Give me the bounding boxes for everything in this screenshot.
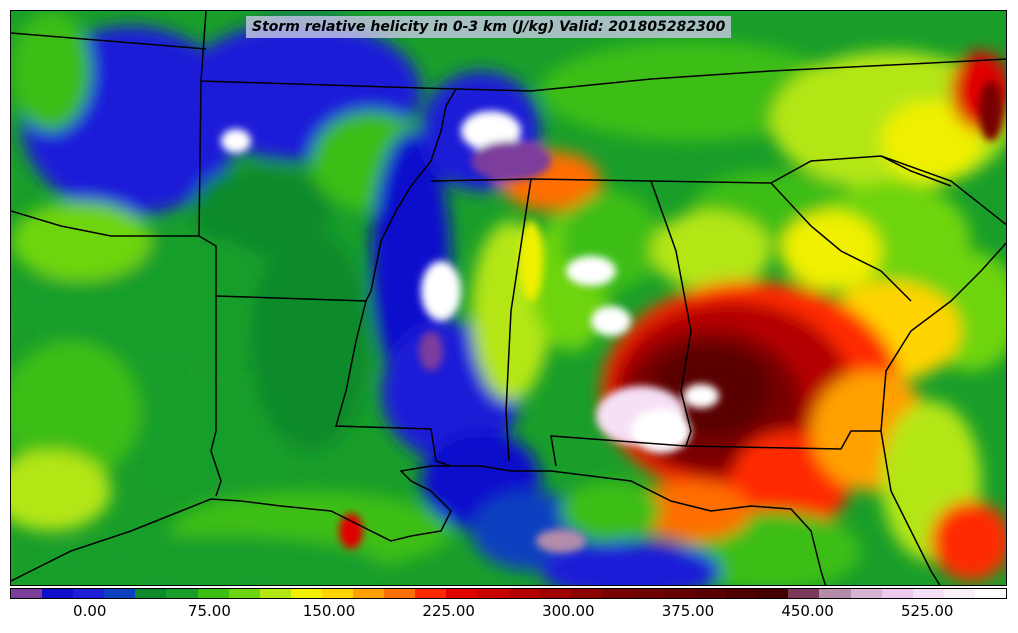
colorbar-swatch xyxy=(632,589,664,598)
colorbar-tick-label: 225.00 xyxy=(422,602,475,620)
colorbar-tick-label: 0.00 xyxy=(73,602,107,620)
map-panel xyxy=(10,10,1007,586)
colorbar-swatch xyxy=(446,589,478,598)
colorbar-tick-label: 150.00 xyxy=(302,602,356,620)
colorbar-swatch xyxy=(135,589,167,598)
colorbar-swatch xyxy=(228,589,260,598)
colorbar-swatch xyxy=(384,589,416,598)
colorbar-tick-label: 375.00 xyxy=(661,602,715,620)
boundaries xyxy=(11,11,1006,585)
colorbar-swatch xyxy=(601,589,633,598)
colorbar-swatch xyxy=(881,589,913,598)
colorbar-swatch xyxy=(477,589,509,598)
colorbar-tick-labels: 0.00 75.00 150.00 225.00 300.00 375.00 450.00 5… xyxy=(10,602,1007,624)
colorbar-swatch xyxy=(695,589,727,598)
colorbar-swatch xyxy=(415,589,447,598)
colorbar-swatch xyxy=(259,589,291,598)
colorbar-tick-label: 450.00 xyxy=(781,602,834,620)
colorbar-swatch xyxy=(757,589,789,598)
colorbar-swatch xyxy=(974,589,1006,598)
helicity-map xyxy=(11,11,1006,585)
colorbar-swatch xyxy=(11,589,43,598)
colorbar-swatch xyxy=(850,589,882,598)
colorbar-swatch xyxy=(104,589,136,598)
colorbar-swatch xyxy=(353,589,385,598)
colorbar-swatch xyxy=(166,589,198,598)
colorbar-swatch xyxy=(321,589,354,598)
colorbar-swatch xyxy=(788,589,820,598)
map-title: Storm relative helicity in 0-3 km (J/kg)… xyxy=(246,16,732,38)
colorbar-swatch xyxy=(819,589,851,598)
helicity-field xyxy=(11,11,1006,585)
colorbar-tick-label: 75.00 xyxy=(187,602,231,620)
colorbar-swatch xyxy=(42,589,74,598)
colorbar-swatch xyxy=(290,589,322,598)
colorbar-swatch xyxy=(570,589,602,598)
colorbar-swatch xyxy=(73,589,105,598)
colorbar-swatch xyxy=(663,589,696,598)
colorbar-tick-label: 525.00 xyxy=(900,602,954,620)
helicity-field-detail xyxy=(221,81,1003,553)
colorbar-swatch xyxy=(943,589,975,598)
colorbar-swatch xyxy=(197,589,229,598)
colorbar-tick-label: 300.00 xyxy=(542,602,595,620)
colorbar xyxy=(10,588,1007,599)
colorbar-swatch xyxy=(539,589,571,598)
colorbar-swatch xyxy=(726,589,758,598)
colorbar-swatch xyxy=(912,589,944,598)
colorbar-swatch xyxy=(508,589,540,598)
